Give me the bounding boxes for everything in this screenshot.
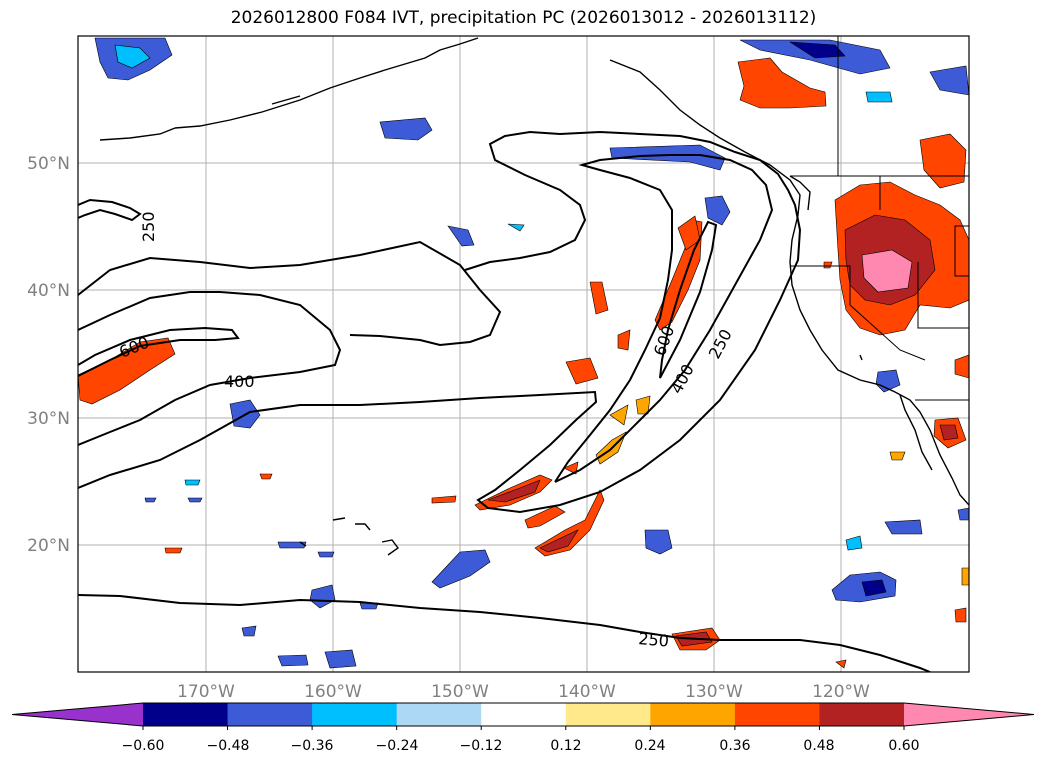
colorbar-tick-label: 0.24 bbox=[634, 738, 665, 754]
colorbar-extension-max bbox=[904, 703, 1034, 726]
map-area bbox=[78, 36, 969, 672]
colorbar-extension-min bbox=[12, 703, 143, 726]
contour-label: 250 bbox=[638, 629, 670, 651]
colorbar-tick-label: −0.24 bbox=[376, 738, 419, 754]
colorbar-tick-label: 0.36 bbox=[719, 738, 750, 754]
map-title: 2026012800 F084 IVT, precipitation PC (2… bbox=[230, 8, 817, 28]
borders bbox=[790, 36, 969, 401]
latitude-labels: 50°N 40°N 30°N 20°N bbox=[27, 154, 70, 556]
colorbar bbox=[11, 702, 1035, 730]
coastlines bbox=[99, 37, 969, 556]
colorbar-tick-label: −0.60 bbox=[122, 738, 165, 754]
colorbar-segment bbox=[819, 703, 905, 726]
lat-label: 40°N bbox=[27, 281, 70, 301]
map-frame bbox=[77, 35, 970, 673]
lon-label: 140°W bbox=[558, 682, 616, 702]
colorbar-segment bbox=[396, 703, 482, 726]
colorbar-segment bbox=[312, 703, 398, 726]
lon-label: 120°W bbox=[812, 682, 870, 702]
colorbar-tick-label: −0.48 bbox=[207, 738, 250, 754]
lat-label: 30°N bbox=[27, 409, 70, 429]
lon-label: 160°W bbox=[304, 682, 362, 702]
colorbar-segment bbox=[227, 703, 313, 726]
negative-anomaly-areas bbox=[94, 37, 969, 669]
colorbar-tick-label: 0.60 bbox=[888, 738, 919, 754]
lon-label: 170°W bbox=[177, 682, 235, 702]
lon-label: 150°W bbox=[431, 682, 489, 702]
colorbar-segment bbox=[565, 703, 651, 726]
ivt-contours bbox=[78, 130, 931, 672]
colorbar-tick-labels: −0.60 −0.48 −0.36 −0.24 −0.12 0.12 0.24 … bbox=[122, 738, 920, 754]
lon-label: 130°W bbox=[685, 682, 743, 702]
colorbar-tick-label: −0.36 bbox=[291, 738, 334, 754]
lat-label: 50°N bbox=[27, 154, 70, 174]
colorbar-segment bbox=[481, 703, 567, 726]
colorbar-tick-label: −0.12 bbox=[460, 738, 503, 754]
lat-label: 20°N bbox=[27, 536, 70, 556]
contour-label: 400 bbox=[224, 372, 255, 391]
positive-anomaly-areas bbox=[78, 57, 969, 669]
colorbar-tick-label: 0.12 bbox=[550, 738, 581, 754]
colorbar-segment bbox=[650, 703, 736, 726]
contour-label: 250 bbox=[139, 211, 158, 242]
colorbar-segment bbox=[143, 703, 229, 726]
colorbar-tick-label: 0.48 bbox=[803, 738, 834, 754]
colorbar-segment bbox=[734, 703, 820, 726]
longitude-labels: 170°W 160°W 150°W 140°W 130°W 120°W bbox=[177, 682, 870, 702]
